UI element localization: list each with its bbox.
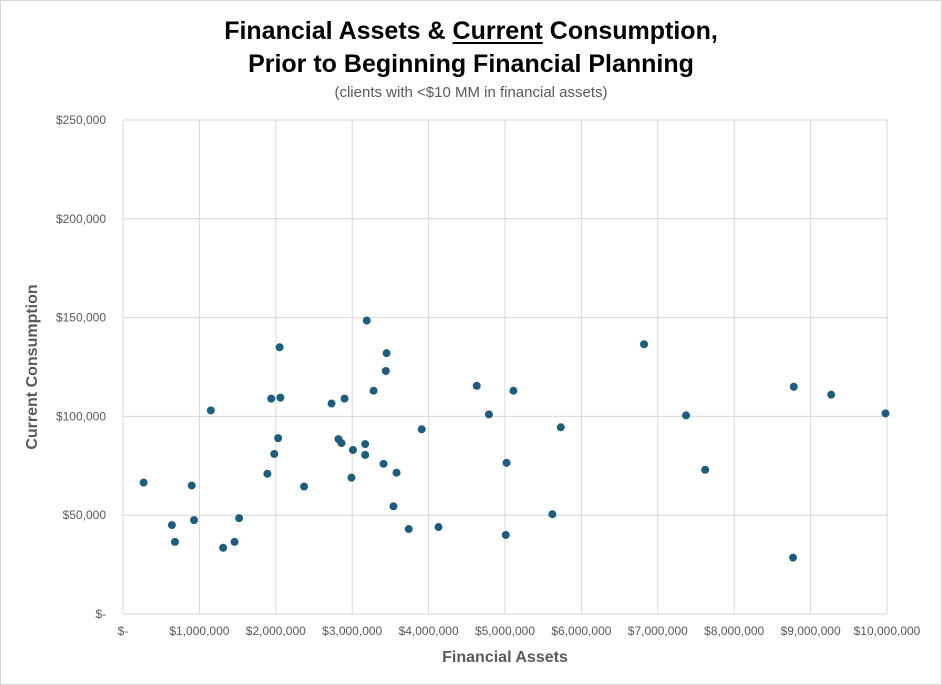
- title-part-current: Current: [452, 17, 543, 45]
- x-tick-label: $5,000,000: [475, 624, 535, 638]
- chart-title-line-1: Financial Assets & Current Consumption,: [1, 15, 941, 48]
- chart-title-line-2: Prior to Beginning Financial Planning: [248, 50, 694, 78]
- y-tick-label: $150,000: [56, 311, 106, 325]
- x-tick-label: $4,000,000: [399, 624, 459, 638]
- data-point: [235, 514, 244, 523]
- data-point: [682, 411, 691, 420]
- data-point: [789, 382, 798, 391]
- data-point: [404, 525, 413, 534]
- data-point: [484, 410, 493, 419]
- x-tick-label: $8,000,000: [704, 624, 764, 638]
- data-point: [167, 521, 176, 530]
- data-point: [327, 399, 336, 408]
- data-point: [417, 425, 426, 434]
- data-point: [300, 482, 309, 491]
- data-point: [369, 386, 378, 395]
- x-tick-label: $7,000,000: [628, 624, 688, 638]
- data-point: [230, 537, 239, 546]
- data-point: [190, 516, 199, 525]
- data-point: [267, 394, 276, 403]
- chart-subtitle: (clients with <$10 MM in financial asset…: [334, 84, 608, 101]
- data-point: [881, 409, 890, 418]
- chart-title-block: Financial Assets & Current Consumption, …: [1, 15, 941, 101]
- data-point: [382, 349, 391, 358]
- data-point: [381, 366, 390, 375]
- y-tick-label: $-: [95, 607, 106, 621]
- data-points: [139, 316, 890, 562]
- y-tick-label: $100,000: [56, 409, 106, 423]
- x-tick-label: $1,000,000: [169, 624, 229, 638]
- data-point: [501, 530, 510, 539]
- data-point: [270, 449, 279, 458]
- data-point: [263, 469, 272, 478]
- data-point: [276, 393, 285, 402]
- data-point: [361, 450, 370, 459]
- title-part-3: Consumption,: [542, 17, 718, 45]
- x-tick-label: $2,000,000: [246, 624, 306, 638]
- x-tick-label: $9,000,000: [781, 624, 841, 638]
- x-axis-title: Financial Assets: [442, 649, 568, 666]
- data-point: [362, 316, 371, 325]
- data-point: [170, 537, 179, 546]
- data-point: [274, 434, 283, 443]
- data-point: [502, 458, 511, 467]
- x-tick-label: $3,000,000: [322, 624, 382, 638]
- data-point: [337, 439, 346, 448]
- data-point: [340, 394, 349, 403]
- x-tick-label: $10,000,000: [854, 624, 921, 638]
- data-point: [379, 459, 388, 468]
- gridlines: [122, 119, 888, 615]
- data-point: [701, 465, 710, 474]
- data-point: [392, 468, 401, 477]
- y-tick-label: $250,000: [56, 113, 106, 127]
- data-point: [361, 440, 370, 449]
- data-point: [206, 406, 215, 415]
- data-point: [472, 381, 481, 390]
- data-point: [640, 340, 649, 349]
- data-point: [827, 390, 836, 399]
- data-point: [139, 478, 148, 487]
- y-tick-labels: $- $50,000 $100,000 $150,000 $200,000 $250,00…: [56, 113, 106, 621]
- y-tick-label: $200,000: [56, 212, 106, 226]
- data-point: [389, 502, 398, 511]
- data-point: [509, 386, 518, 395]
- data-point: [434, 523, 443, 532]
- y-axis-title: Current Consumption: [24, 284, 41, 449]
- x-tick-labels: $- $1,000,000 $2,000,000 $3,000,000 $4,000,0…: [118, 624, 921, 638]
- data-point: [556, 423, 565, 432]
- data-point: [219, 543, 228, 552]
- title-part-1: Financial Assets &: [224, 17, 453, 45]
- data-point: [275, 343, 284, 352]
- x-tick-label: $-: [118, 624, 129, 638]
- data-point: [548, 510, 557, 519]
- data-point: [789, 553, 798, 562]
- x-tick-label: $6,000,000: [551, 624, 611, 638]
- data-point: [187, 481, 196, 490]
- y-tick-label: $50,000: [63, 508, 107, 522]
- data-point: [348, 445, 357, 454]
- data-point: [347, 473, 356, 482]
